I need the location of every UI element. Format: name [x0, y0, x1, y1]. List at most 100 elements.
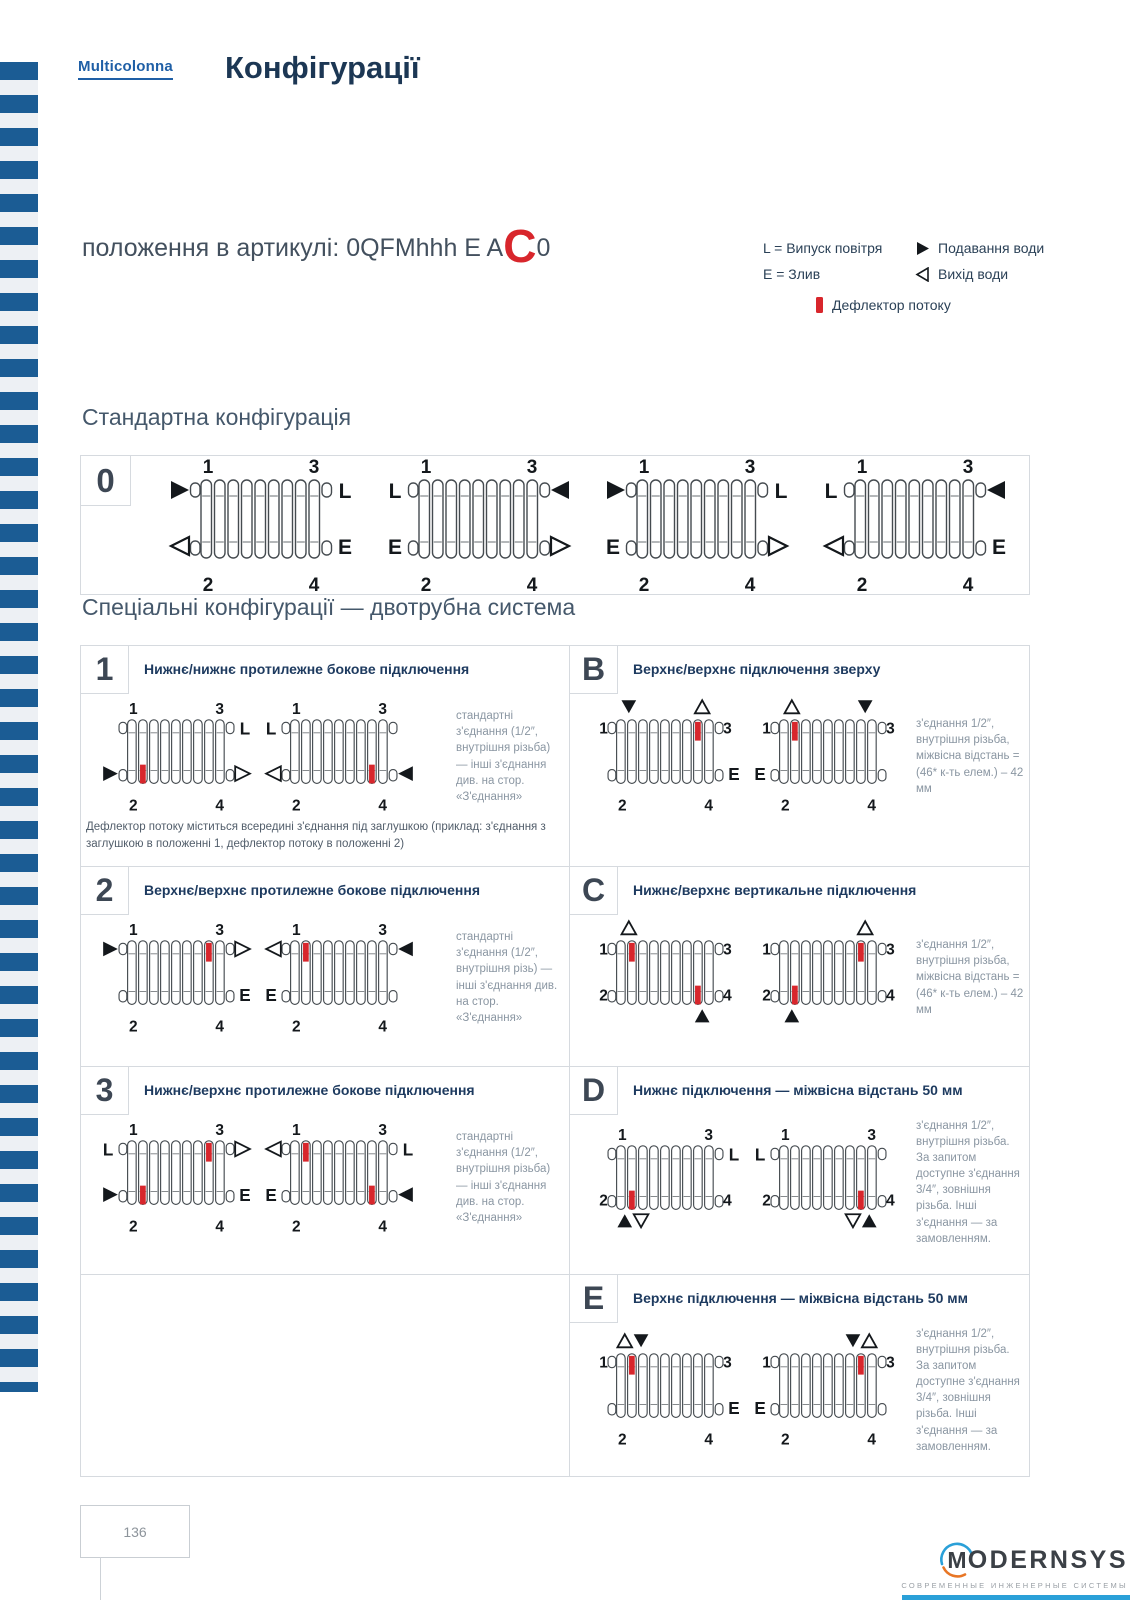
- deflector-bar: [858, 1355, 864, 1375]
- diagram-label: 3: [723, 1355, 732, 1372]
- radiator-end-cap: [607, 1402, 617, 1416]
- radiator-end-cap: [281, 721, 291, 735]
- diagram-label: 4: [378, 1018, 387, 1035]
- diagram-label: 2: [129, 1218, 138, 1235]
- legend-outlet: Вихід води: [915, 266, 1073, 282]
- config-note: з'єднання 1/2″, внутрішня різьба. За зап…: [916, 1328, 1020, 1453]
- radiator-end-cap: [877, 768, 887, 782]
- diagram-label: E: [239, 986, 250, 1005]
- empty-cell: [81, 1275, 570, 1476]
- diagram-label: 1: [762, 721, 771, 738]
- supply-arrow-icon: [617, 1214, 633, 1228]
- diagram-label: 2: [762, 987, 771, 1004]
- diagram-label: 1: [639, 457, 650, 478]
- radiator-end-cap: [757, 482, 769, 498]
- deflector-bar: [206, 1142, 212, 1162]
- outlet-arrow-icon: [856, 919, 875, 936]
- supply-arrow-icon: [621, 700, 637, 714]
- diagram-label: E: [992, 536, 1006, 559]
- diagram-label: 2: [618, 797, 627, 814]
- supply-arrow-icon: [857, 700, 873, 714]
- deflector-bar: [140, 764, 146, 784]
- outlet-arrow-icon: [264, 940, 282, 958]
- config-note: з'єднання 1/2″, внутрішня різьба, міжвіс…: [916, 939, 1024, 1016]
- radiator-end-cap: [118, 1142, 128, 1156]
- diagram-label: 1: [599, 942, 608, 959]
- outlet-arrow-icon: [264, 764, 282, 783]
- standard-config-panel: 0 L E 1 3 2 4 L E 1 3 2 4 L E 1 3 2 4 L E 1 3 2 4: [80, 455, 1030, 595]
- diagram-label: 2: [599, 1192, 608, 1209]
- deflector-bar: [303, 942, 309, 962]
- diagram-label: 3: [886, 942, 895, 959]
- diagram-label: 3: [867, 1127, 876, 1144]
- deflector-bar: [858, 942, 864, 962]
- deflector-bar: [858, 1190, 864, 1210]
- supply-arrow-icon: [784, 1009, 800, 1023]
- radiator-end-cap: [539, 482, 551, 498]
- deflector-bar: [695, 721, 701, 741]
- logo-subtitle: СОВРЕМЕННЫЕ ИНЖЕНЕРНЫЕ СИСТЕМЫ: [901, 1581, 1128, 1590]
- config-note: стандартні з'єднання (1/2″, внутрішня рі…: [456, 710, 551, 803]
- radiator-end-cap: [877, 1147, 887, 1161]
- radiator-end-cap: [388, 1142, 398, 1156]
- diagram-label: 1: [129, 922, 138, 939]
- legend-supply: Подавання води: [915, 240, 1073, 256]
- deflector-bar: [629, 1190, 635, 1210]
- radiator-end-cap: [281, 989, 291, 1003]
- diagram-label: 3: [309, 457, 320, 478]
- diagram-label: 2: [292, 1218, 301, 1235]
- legend-deflector-label: Дефлектор потоку: [832, 297, 951, 313]
- diagram-label: L: [240, 719, 250, 738]
- diagram-label: 2: [292, 797, 301, 814]
- radiator-end-cap: [388, 942, 398, 956]
- radiator-end-cap: [118, 942, 128, 956]
- radiator-end-cap: [388, 989, 398, 1003]
- diagram-label: 4: [309, 575, 320, 594]
- radiator-end-cap: [625, 540, 637, 556]
- radiator-end-cap: [770, 1147, 780, 1161]
- outlet-arrow-icon: [632, 1213, 650, 1230]
- radiator-end-cap: [118, 989, 128, 1003]
- radiator-end-cap: [388, 1189, 398, 1203]
- diagram-label: 4: [215, 1218, 224, 1235]
- config-title: Верхнє/верхнє протилежне бокове підключе…: [144, 882, 480, 898]
- diagram-label: 4: [867, 797, 876, 814]
- config-title: Верхнє підключення — міжвісна відстань 5…: [633, 1290, 968, 1306]
- diagram-label: L: [403, 1140, 413, 1159]
- radiator-end-cap: [770, 1402, 780, 1416]
- diagram-label: 4: [886, 987, 895, 1004]
- outlet-arrow-icon: [234, 940, 252, 958]
- diagram-label: 3: [378, 922, 387, 939]
- supply-arrow-icon: [607, 481, 625, 499]
- radiator-diagram: L 1 3 2 4: [103, 701, 252, 814]
- diagram-label: L: [729, 1145, 739, 1164]
- diagram-label: 3: [723, 942, 732, 959]
- deflector-bar: [629, 942, 635, 962]
- radiator-end-cap: [877, 721, 887, 735]
- radiator-end-cap: [225, 989, 235, 1003]
- radiator-end-cap: [975, 540, 987, 556]
- diagram-label: 1: [857, 457, 868, 478]
- supply-arrow-icon: [171, 481, 189, 499]
- radiator-end-cap: [225, 942, 235, 956]
- radiator-end-cap: [118, 1189, 128, 1203]
- radiator-end-cap: [714, 721, 724, 735]
- diagram-label: 1: [129, 701, 138, 718]
- diagram-label: 2: [421, 575, 432, 594]
- diagram-label: 4: [527, 575, 538, 594]
- diagram-label: L: [103, 1140, 113, 1159]
- radiator-diagram: L E 1 3 2 4: [264, 1122, 413, 1235]
- radiator-end-cap: [388, 768, 398, 782]
- config-title: Верхнє/верхнє підключення зверху: [633, 661, 881, 677]
- radiator-end-cap: [225, 1142, 235, 1156]
- logo-wordmark: ODERNSYS: [967, 1545, 1128, 1574]
- diagram-label: 3: [215, 1122, 224, 1139]
- radiator-end-cap: [877, 1194, 887, 1208]
- radiator-end-cap: [757, 540, 769, 556]
- standard-section-heading: Стандартна конфігурація: [82, 404, 352, 430]
- logo-arc-top: [939, 1542, 973, 1566]
- diagram-label: L: [775, 480, 788, 503]
- radiator-end-cap: [714, 768, 724, 782]
- legend-deflector: Дефлектор потоку: [815, 296, 1073, 314]
- logo-underline-bar: [902, 1595, 1130, 1600]
